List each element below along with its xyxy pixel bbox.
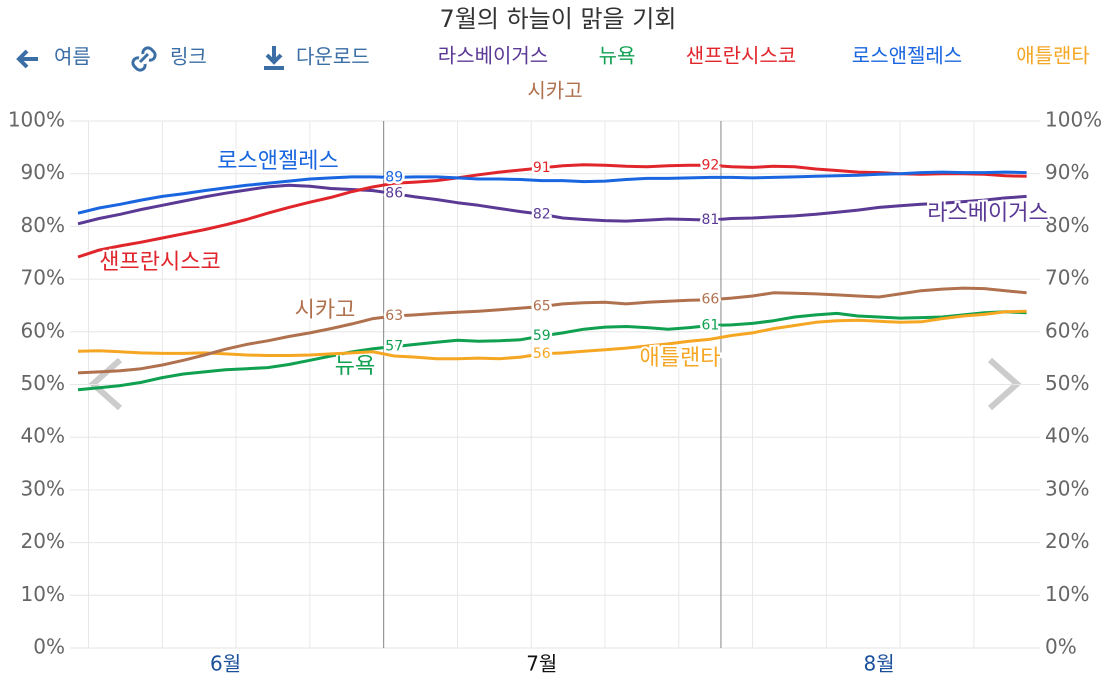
data-label: 81 — [701, 212, 719, 228]
link-icon — [131, 46, 157, 72]
data-label: 56 — [533, 346, 551, 362]
data-label: 91 — [533, 160, 551, 176]
y-tick-label: 40% — [21, 424, 65, 448]
series-line — [77, 286, 1027, 375]
back-icon — [16, 49, 38, 69]
series-annotation: 샌프란시스코 — [99, 250, 220, 275]
y2-tick-label: 100% — [1045, 108, 1102, 132]
legend-item[interactable]: 뉴욕 — [599, 44, 636, 68]
y-tick-label: 90% — [21, 160, 65, 184]
data-label: 82 — [533, 206, 551, 222]
series-annotation: 뉴욕 — [335, 354, 375, 379]
legend-item[interactable]: 라스베이거스 — [438, 44, 548, 68]
data-label: 59 — [533, 328, 551, 344]
data-label: 66 — [701, 292, 719, 308]
y2-tick-label: 90% — [1045, 160, 1089, 184]
download-icon — [264, 46, 284, 70]
series-line — [77, 309, 1027, 361]
data-label: 57 — [385, 339, 403, 355]
data-label: 65 — [533, 299, 551, 315]
x-tick-label: 6월 — [210, 652, 241, 676]
y2-tick-label: 80% — [1045, 213, 1089, 237]
y-tick-label: 50% — [21, 371, 65, 395]
download-label: 다운로드 — [296, 45, 370, 69]
series-annotation: 라스베이거스 — [927, 201, 1048, 226]
data-label: 89 — [385, 169, 403, 185]
y2-tick-label: 0% — [1045, 635, 1077, 659]
y-tick-label: 60% — [21, 318, 65, 342]
series-annotation: 시카고 — [295, 298, 356, 323]
download-button[interactable]: 다운로드 — [264, 45, 370, 70]
legend-item[interactable]: 애틀랜타 — [1016, 44, 1090, 68]
y2-tick-label: 50% — [1045, 371, 1089, 395]
back-button[interactable]: 여름 — [16, 45, 91, 69]
data-label: 86 — [385, 186, 403, 202]
series-annotation: 애틀랜타 — [640, 346, 721, 371]
y-tick-label: 20% — [21, 529, 65, 553]
y-tick-label: 80% — [21, 213, 65, 237]
back-label: 여름 — [54, 45, 91, 69]
y2-tick-label: 30% — [1045, 476, 1089, 500]
series-annotation: 로스앤젤레스 — [217, 149, 338, 174]
x-tick-label: 8월 — [863, 652, 894, 676]
series-line — [77, 163, 1027, 259]
data-label: 63 — [385, 308, 403, 324]
link-label: 링크 — [170, 45, 207, 69]
x-tick-label: 7월 — [526, 652, 557, 676]
y-tick-label: 70% — [21, 266, 65, 290]
legend-item[interactable]: 로스앤젤레스 — [852, 44, 962, 68]
y-tick-label: 30% — [21, 476, 65, 500]
data-label: 92 — [701, 157, 719, 173]
y2-tick-label: 60% — [1045, 318, 1089, 342]
y2-tick-label: 20% — [1045, 529, 1089, 553]
series-line — [77, 170, 1027, 215]
data-label: 61 — [701, 317, 719, 333]
link-button[interactable]: 링크 — [131, 45, 207, 72]
series-line — [77, 310, 1027, 392]
y2-tick-label: 70% — [1045, 266, 1089, 290]
y-tick-label: 100% — [8, 108, 65, 132]
y2-tick-label: 40% — [1045, 424, 1089, 448]
y-tick-label: 10% — [21, 582, 65, 606]
legend-item[interactable]: 시카고 — [527, 79, 582, 103]
chart-title: 7월의 하늘이 맑을 기회 — [440, 5, 677, 33]
y-tick-label: 0% — [33, 635, 65, 659]
y2-tick-label: 10% — [1045, 582, 1089, 606]
series-line — [77, 183, 1027, 226]
legend-item[interactable]: 샌프란시스코 — [686, 44, 796, 68]
